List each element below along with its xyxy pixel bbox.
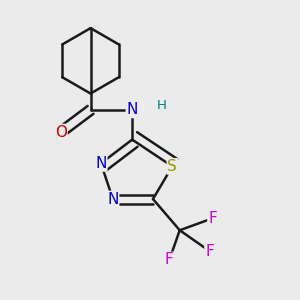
Text: F: F [165, 253, 174, 268]
Text: N: N [95, 156, 106, 171]
Text: S: S [167, 159, 177, 174]
Text: N: N [127, 102, 138, 117]
Text: N: N [107, 191, 118, 206]
Text: F: F [208, 211, 217, 226]
Text: F: F [205, 244, 214, 259]
Text: O: O [55, 125, 67, 140]
Text: H: H [157, 99, 167, 112]
